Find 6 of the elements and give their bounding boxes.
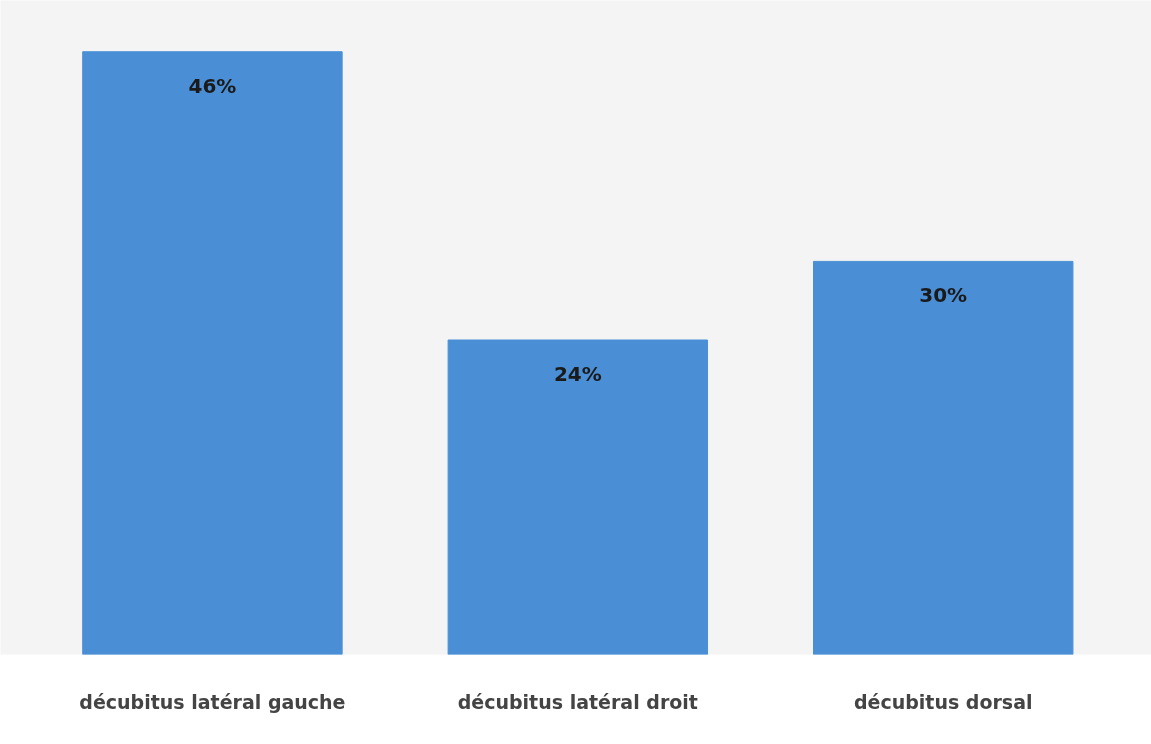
data-label: 46% — [188, 73, 237, 98]
data-label: 24% — [553, 362, 602, 387]
data-label: 30% — [919, 283, 968, 308]
x-tick-label: décubitus latéral gauche — [79, 690, 346, 713]
x-tick-label: décubitus latéral droit — [457, 690, 698, 713]
x-tick-label: décubitus dorsal — [853, 690, 1033, 713]
